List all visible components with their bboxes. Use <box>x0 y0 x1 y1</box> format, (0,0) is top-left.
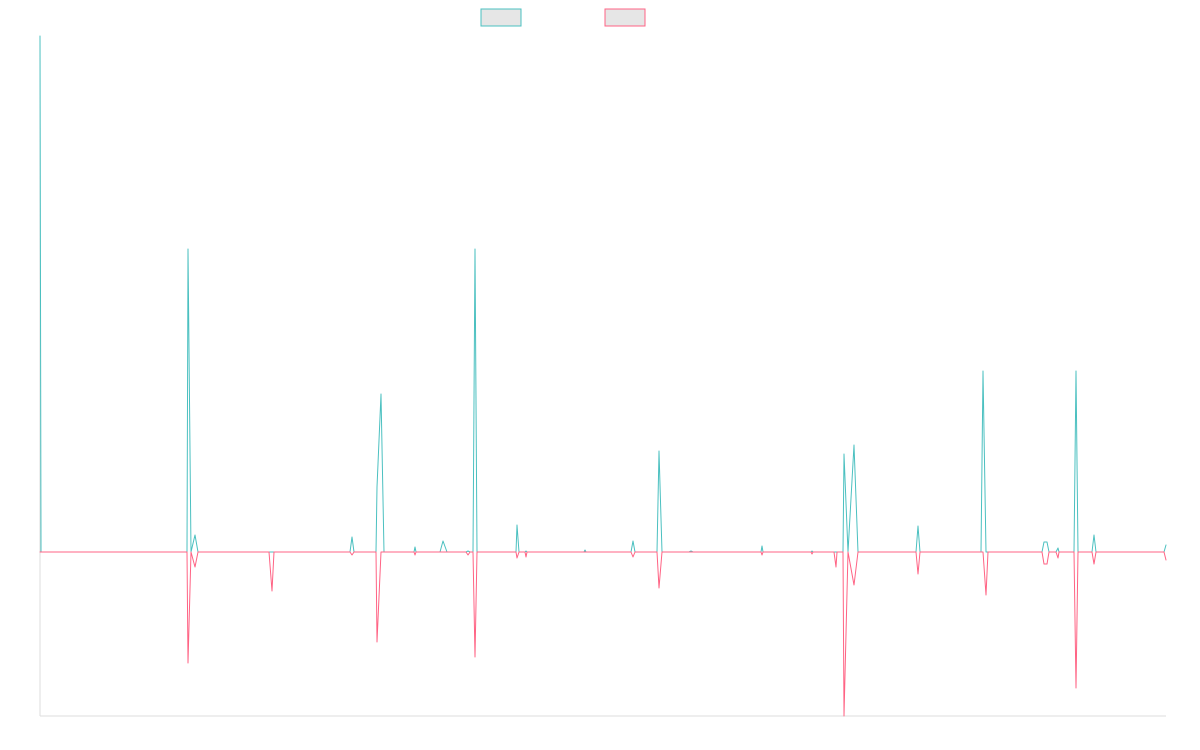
series-layer <box>39 35 1167 717</box>
series-line-1 <box>39 35 1167 553</box>
legend-swatch-1[interactable] <box>480 8 522 27</box>
axes <box>39 36 1166 717</box>
legend <box>480 8 646 27</box>
series-line-2 <box>39 551 1167 717</box>
legend-swatch-2[interactable] <box>604 8 646 27</box>
